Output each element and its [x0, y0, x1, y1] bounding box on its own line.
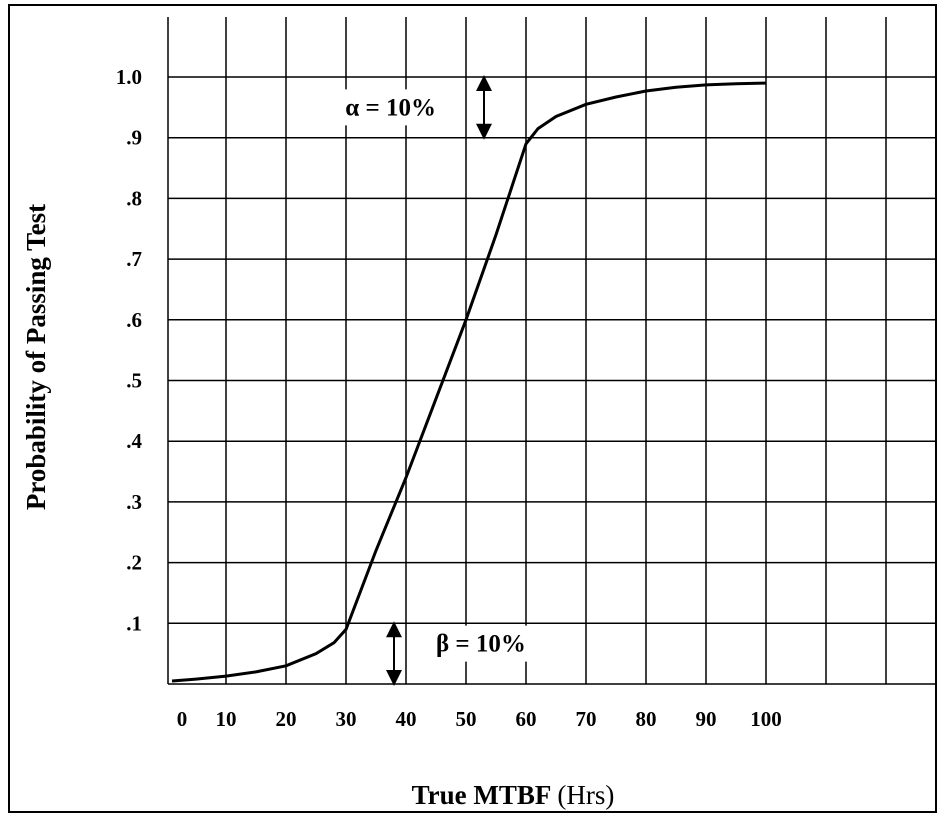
annotation-label-bg-0	[314, 89, 442, 126]
x-tick-label-30: 30	[336, 707, 357, 731]
y-tick-label-5: .6	[126, 308, 142, 332]
tick-labels: 0 10 20 30 40 50 60 70 80 90 100 .1 .2 .3 .4 .5 .6 .7 .8 .9…	[116, 65, 782, 731]
grid	[167, 17, 935, 685]
x-tick-label-0: 0	[177, 707, 188, 731]
x-tick-label-40: 40	[396, 707, 417, 731]
chart-frame	[8, 4, 937, 813]
x-tick-label-10: 10	[216, 707, 237, 731]
annotation-label-1: β = 10%	[436, 631, 526, 658]
y-tick-label-7: .8	[126, 186, 142, 210]
y-tick-label-4: .5	[126, 369, 142, 393]
annotation-arrowhead-top-1	[386, 621, 402, 638]
annotation-arrowhead-bottom-1	[386, 670, 402, 686]
y-tick-label-0: .1	[126, 611, 142, 635]
annotations: α = 10% β = 10%	[314, 75, 550, 686]
series-line-oc-curve	[171, 81, 767, 683]
x-axis-title: True MTBF (Hrs)	[412, 780, 615, 810]
y-tick-label-9: 1.0	[116, 65, 142, 89]
x-tick-label-80: 80	[636, 707, 657, 731]
y-axis-title: Probability of Passing Test	[21, 204, 51, 510]
annotation-label-bg-1	[428, 625, 550, 662]
y-tick-label-1: .2	[126, 551, 142, 575]
x-tick-label-90: 90	[696, 707, 717, 731]
y-tick-label-3: .4	[126, 429, 142, 453]
x-tick-label-100: 100	[750, 707, 782, 731]
x-tick-label-20: 20	[276, 707, 297, 731]
annotation-arrowhead-top-0	[476, 75, 492, 91]
y-tick-label-6: .7	[126, 247, 142, 271]
x-tick-label-60: 60	[516, 707, 537, 731]
x-tick-label-50: 50	[456, 707, 477, 731]
x-tick-label-70: 70	[576, 707, 597, 731]
annotation-label-0: α = 10%	[345, 94, 436, 121]
y-tick-label-8: .9	[126, 126, 142, 150]
annotation-arrowhead-bottom-0	[476, 123, 492, 140]
y-tick-label-2: .3	[126, 490, 142, 514]
